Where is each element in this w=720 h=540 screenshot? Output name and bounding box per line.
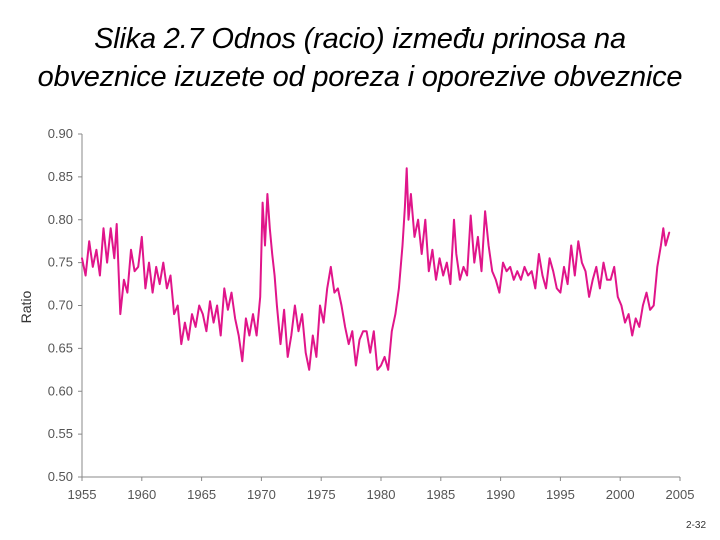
y-axis: 0.90 0.85 0.80 0.75 0.70 0.65 0.60 0.55 0.50 <box>48 126 83 484</box>
y-tick-label: 0.90 <box>48 126 73 141</box>
y-tick-label: 0.60 <box>48 383 73 398</box>
y-tick-label: 0.65 <box>48 340 73 355</box>
x-tick-label: 2000 <box>606 487 635 502</box>
x-tick-label: 1960 <box>127 487 156 502</box>
x-tick-label: 2005 <box>666 487 695 502</box>
y-tick-label: 0.80 <box>48 212 73 227</box>
x-axis: 1955 1960 1965 1970 1975 1980 1985 1990 1995 2000… <box>68 476 695 502</box>
plot-area <box>81 167 671 371</box>
y-tick-label: 0.75 <box>48 255 73 270</box>
page-number: 2-32 <box>685 520 706 531</box>
y-tick-label: 0.50 <box>48 469 73 484</box>
x-tick-label: 1975 <box>307 487 336 502</box>
title-line-1: Slika 2.7 Odnos (racio) između prinosa n… <box>94 23 626 55</box>
title-line-2: obveznice izuzete od poreza i oporezive … <box>37 61 683 93</box>
x-tick-label: 1970 <box>247 487 276 502</box>
y-axis-label: Ratio <box>18 290 34 323</box>
y-tick-label: 0.55 <box>48 426 73 441</box>
ratio-series-line <box>81 167 671 371</box>
y-tick-label: 0.85 <box>48 169 73 184</box>
y-tick-label: 0.70 <box>48 298 73 313</box>
x-tick-label: 1985 <box>426 487 455 502</box>
slide-title: Slika 2.7 Odnos (racio) između prinosa n… <box>0 20 720 96</box>
x-tick-label: 1965 <box>187 487 216 502</box>
x-tick-label: 1990 <box>486 487 515 502</box>
x-tick-label: 1955 <box>68 487 97 502</box>
x-tick-label: 1995 <box>546 487 575 502</box>
x-tick-label: 1980 <box>367 487 396 502</box>
